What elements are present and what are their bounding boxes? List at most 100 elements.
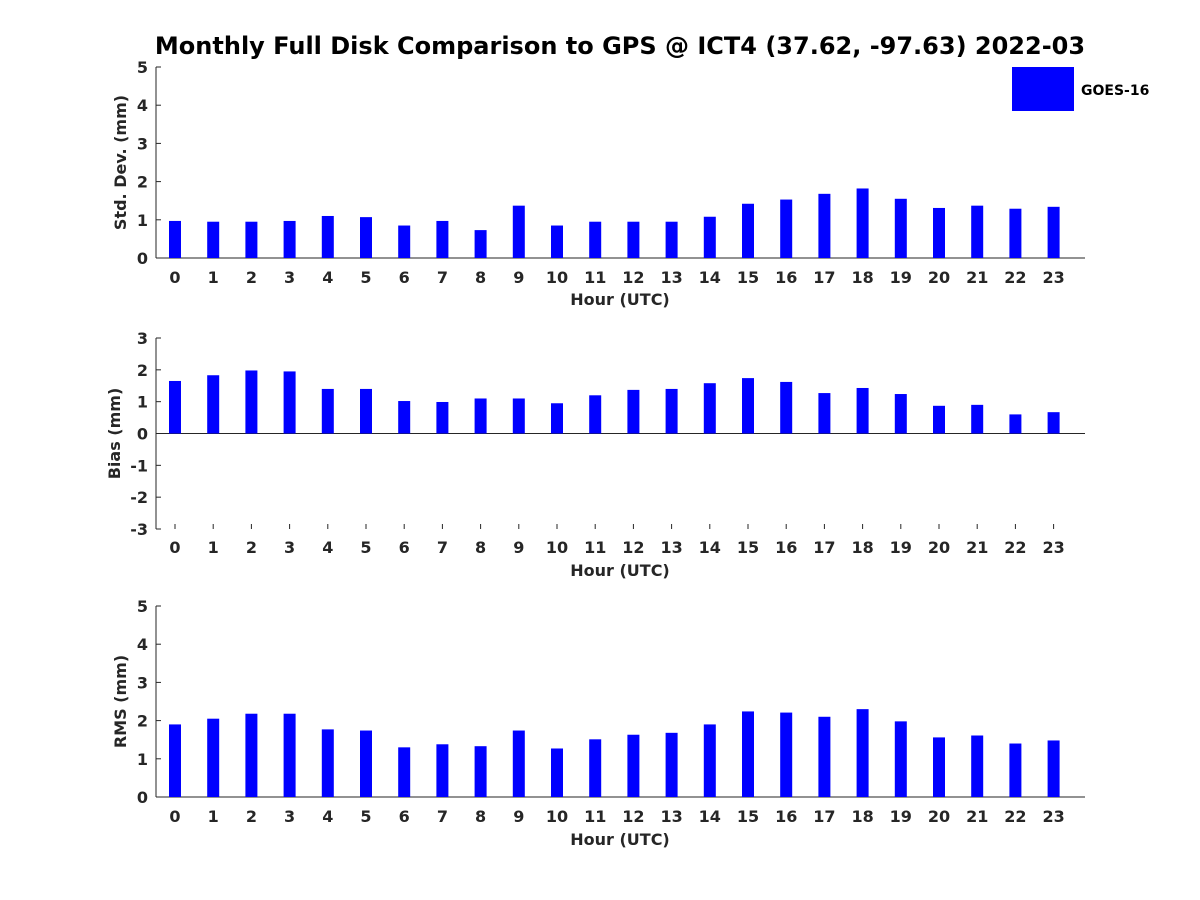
bias-bar-hour-1: [207, 375, 220, 434]
rms-x-tick-label: 7: [437, 807, 448, 826]
stddev-bar-hour-21: [971, 205, 984, 258]
bias-bar-hour-7: [436, 401, 449, 434]
rms-y-axis-label: RMS (mm): [111, 655, 130, 748]
stddev-bar-hour-2: [245, 221, 258, 258]
rms-x-tick-label: 8: [475, 807, 486, 826]
bias-bar-hour-17: [818, 393, 831, 434]
stddev-bar-hour-14: [703, 216, 716, 258]
stddev-x-tick-label: 5: [360, 268, 371, 287]
stddev-bar-hour-8: [474, 230, 487, 258]
stddev-bar-hour-11: [589, 221, 602, 258]
rms-bar-hour-22: [1009, 743, 1022, 797]
bias-x-tick-label: 1: [208, 538, 219, 557]
rms-bar-hour-17: [818, 716, 831, 797]
bias-bar-hour-11: [589, 395, 602, 434]
rms-bar-hour-3: [283, 713, 296, 797]
bias-bar-hour-6: [398, 401, 411, 434]
rms-bar-hour-6: [398, 747, 411, 797]
bias-bar-hour-14: [703, 383, 716, 434]
rms-x-tick-label: 11: [584, 807, 606, 826]
rms-bar-hour-21: [971, 735, 984, 797]
stddev-bar-hour-23: [1047, 206, 1060, 258]
stddev-x-tick-label: 18: [851, 268, 873, 287]
rms-bar-hour-18: [856, 709, 869, 797]
bias-x-tick-label: 14: [699, 538, 721, 557]
rms-bar-hour-4: [321, 729, 334, 797]
rms-x-tick-label: 18: [851, 807, 873, 826]
bias-y-tick-label: 1: [137, 393, 148, 412]
rms-bar-hour-10: [551, 748, 563, 797]
bias-x-tick-label: 15: [737, 538, 759, 557]
stddev-y-tick-label: 0: [137, 249, 148, 268]
stddev-x-tick-label: 10: [546, 268, 568, 287]
rms-x-tick-label: 6: [399, 807, 410, 826]
legend-label: GOES-16: [1081, 83, 1149, 99]
bias-x-tick-label: 19: [890, 538, 912, 557]
stddev-y-tick-label: 2: [137, 173, 148, 192]
bias-x-tick-label: 9: [513, 538, 524, 557]
rms-x-tick-label: 10: [546, 807, 568, 826]
rms-x-tick-label: 17: [813, 807, 835, 826]
stddev-bar-hour-4: [321, 215, 334, 258]
rms-x-tick-label: 20: [928, 807, 950, 826]
bias-x-tick-label: 3: [284, 538, 295, 557]
bias-bar-hour-12: [627, 389, 640, 434]
rms-y-tick-label: 2: [137, 712, 148, 731]
rms-bar-hour-9: [512, 730, 525, 797]
stddev-bar-hour-5: [360, 217, 372, 258]
legend-swatch: [1012, 67, 1074, 111]
bias-x-tick-label: 6: [399, 538, 410, 557]
bias-y-tick-label: -2: [130, 488, 148, 507]
stddev-x-tick-label: 17: [813, 268, 835, 287]
rms-x-tick-label: 13: [660, 807, 682, 826]
stddev-x-tick-label: 19: [890, 268, 912, 287]
bias-bar-hour-21: [971, 404, 984, 434]
stddev-bar-hour-1: [207, 221, 220, 258]
stddev-x-tick-label: 14: [699, 268, 721, 287]
rms-x-tick-label: 12: [622, 807, 644, 826]
rms-x-tick-label: 5: [360, 807, 371, 826]
rms-bar-hour-15: [742, 711, 754, 797]
rms-x-tick-label: 3: [284, 807, 295, 826]
bias-bar-hour-13: [665, 388, 678, 434]
bias-x-tick-label: 5: [360, 538, 371, 557]
rms-x-tick-label: 21: [966, 807, 988, 826]
bias-x-tick-label: 2: [246, 538, 257, 557]
rms-x-tick-label: 16: [775, 807, 797, 826]
stddev-x-tick-label: 16: [775, 268, 797, 287]
rms-bar-hour-13: [665, 732, 678, 797]
stddev-bar-hour-15: [742, 203, 754, 258]
bias-y-tick-label: 3: [137, 329, 148, 348]
rms-bar-hour-2: [245, 713, 258, 797]
stddev-x-tick-label: 9: [513, 268, 524, 287]
rms-bar-hour-7: [436, 744, 449, 797]
rms-x-tick-label: 4: [322, 807, 333, 826]
stddev-bar-hour-0: [169, 220, 181, 258]
bias-bar-hour-3: [283, 371, 296, 434]
chart-title: Monthly Full Disk Comparison to GPS @ IC…: [155, 32, 1085, 60]
stddev-x-tick-label: 3: [284, 268, 295, 287]
rms-bar-hour-16: [780, 712, 793, 797]
bias-x-axis-label: Hour (UTC): [570, 561, 670, 580]
bias-x-tick-label: 18: [851, 538, 873, 557]
bias-x-tick-label: 20: [928, 538, 950, 557]
rms-bar-hour-1: [207, 718, 220, 797]
bias-y-tick-label: 2: [137, 361, 148, 380]
stddev-x-tick-label: 12: [622, 268, 644, 287]
rms-bar-hour-12: [627, 734, 640, 797]
rms-x-tick-label: 2: [246, 807, 257, 826]
bias-x-tick-label: 16: [775, 538, 797, 557]
rms-x-tick-label: 14: [699, 807, 721, 826]
stddev-y-axis-label: Std. Dev. (mm): [111, 95, 130, 230]
legend: GOES-16: [1012, 67, 1149, 111]
stddev-bar-hour-13: [665, 221, 678, 258]
stddev-bar-hour-7: [436, 220, 449, 258]
stddev-x-tick-label: 21: [966, 268, 988, 287]
bias-bar-hour-19: [894, 394, 907, 434]
bias-bar-hour-23: [1047, 412, 1060, 434]
bias-x-tick-label: 11: [584, 538, 606, 557]
stddev-y-tick-label: 4: [137, 96, 148, 115]
rms-x-tick-label: 1: [208, 807, 219, 826]
